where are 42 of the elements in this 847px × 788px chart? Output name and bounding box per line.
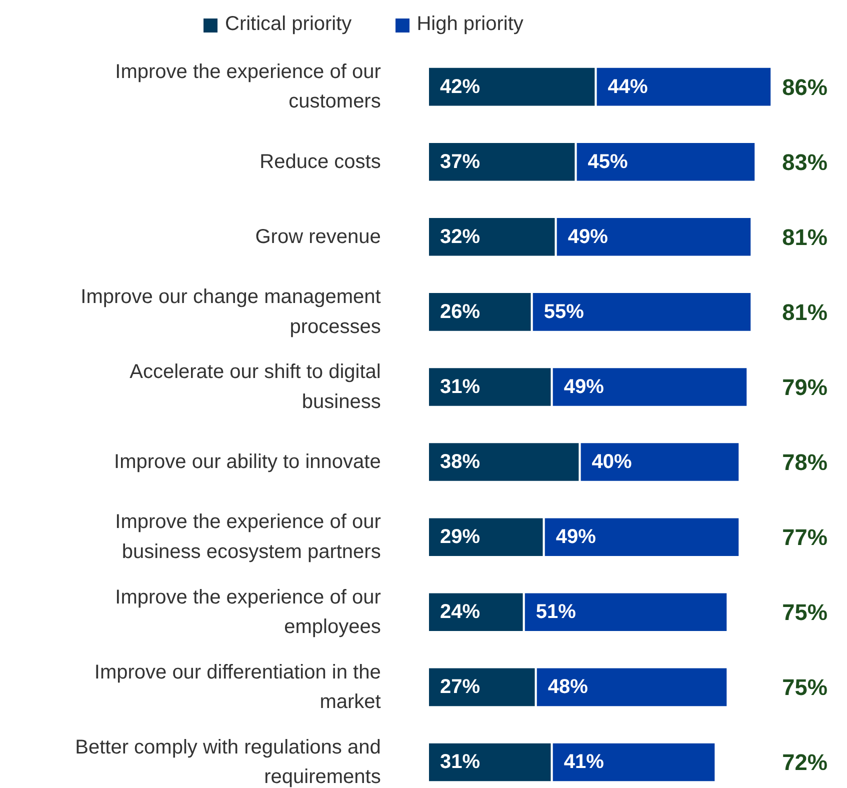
y-tick-label: Grow revenue bbox=[255, 226, 381, 248]
total-label: 75% bbox=[782, 674, 828, 700]
data-label: 48% bbox=[548, 676, 588, 698]
data-label: 26% bbox=[440, 300, 480, 323]
data-label: 42% bbox=[440, 76, 480, 98]
data-label: 51% bbox=[536, 601, 576, 624]
data-label: 45% bbox=[588, 150, 628, 173]
y-tick-label: Better comply with regulations and requirements bbox=[75, 736, 381, 788]
data-label: 27% bbox=[440, 676, 480, 698]
total-label: 83% bbox=[782, 148, 828, 175]
data-label: 44% bbox=[608, 76, 648, 98]
y-tick-label: Improve the experience of our employees bbox=[115, 586, 382, 638]
total-label: 72% bbox=[782, 749, 828, 776]
legend-label: High priority bbox=[416, 13, 524, 36]
y-tick-label: Improve the experience of our customers bbox=[115, 60, 382, 113]
y-tick-label: Improve our change management processes bbox=[80, 286, 382, 338]
total-label: 81% bbox=[782, 224, 828, 250]
data-label: 49% bbox=[568, 226, 608, 248]
total-label: 78% bbox=[782, 449, 828, 476]
total-label: 77% bbox=[782, 524, 828, 550]
total-label: 79% bbox=[782, 374, 828, 400]
total-label: 81% bbox=[782, 298, 828, 325]
data-label: 41% bbox=[564, 751, 604, 774]
data-label: 31% bbox=[440, 376, 480, 398]
data-label: 31% bbox=[440, 751, 480, 774]
data-label: 38% bbox=[440, 451, 480, 474]
data-label: 49% bbox=[556, 526, 596, 548]
y-tick-label: Improve the experience of our business ecosystem partners bbox=[115, 511, 382, 563]
data-label: 40% bbox=[592, 451, 632, 474]
y-tick-label: Accelerate our shift to digital business bbox=[130, 361, 381, 413]
total-label: 75% bbox=[782, 599, 828, 626]
data-label: 32% bbox=[440, 226, 480, 248]
data-label: 49% bbox=[564, 376, 604, 398]
data-label: 37% bbox=[440, 150, 480, 173]
y-tick-label: Improve our differentiation in the market bbox=[94, 661, 382, 714]
data-label: 55% bbox=[544, 300, 584, 323]
total-label: 86% bbox=[782, 74, 828, 100]
data-label: 29% bbox=[440, 526, 480, 548]
legend-label: Critical priority bbox=[225, 13, 352, 36]
data-label: 24% bbox=[440, 601, 480, 624]
y-tick-label: Improve our ability to innovate bbox=[114, 451, 381, 474]
y-tick-label: Reduce costs bbox=[260, 150, 381, 173]
